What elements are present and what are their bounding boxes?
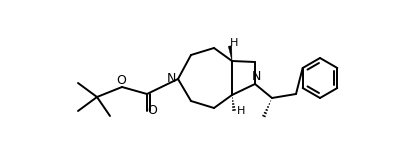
Text: O: O: [116, 75, 126, 88]
Text: H: H: [230, 38, 238, 48]
Text: N: N: [166, 73, 176, 85]
Text: O: O: [147, 103, 157, 116]
Text: N: N: [251, 70, 261, 83]
Text: H: H: [237, 106, 245, 116]
Polygon shape: [228, 46, 232, 61]
